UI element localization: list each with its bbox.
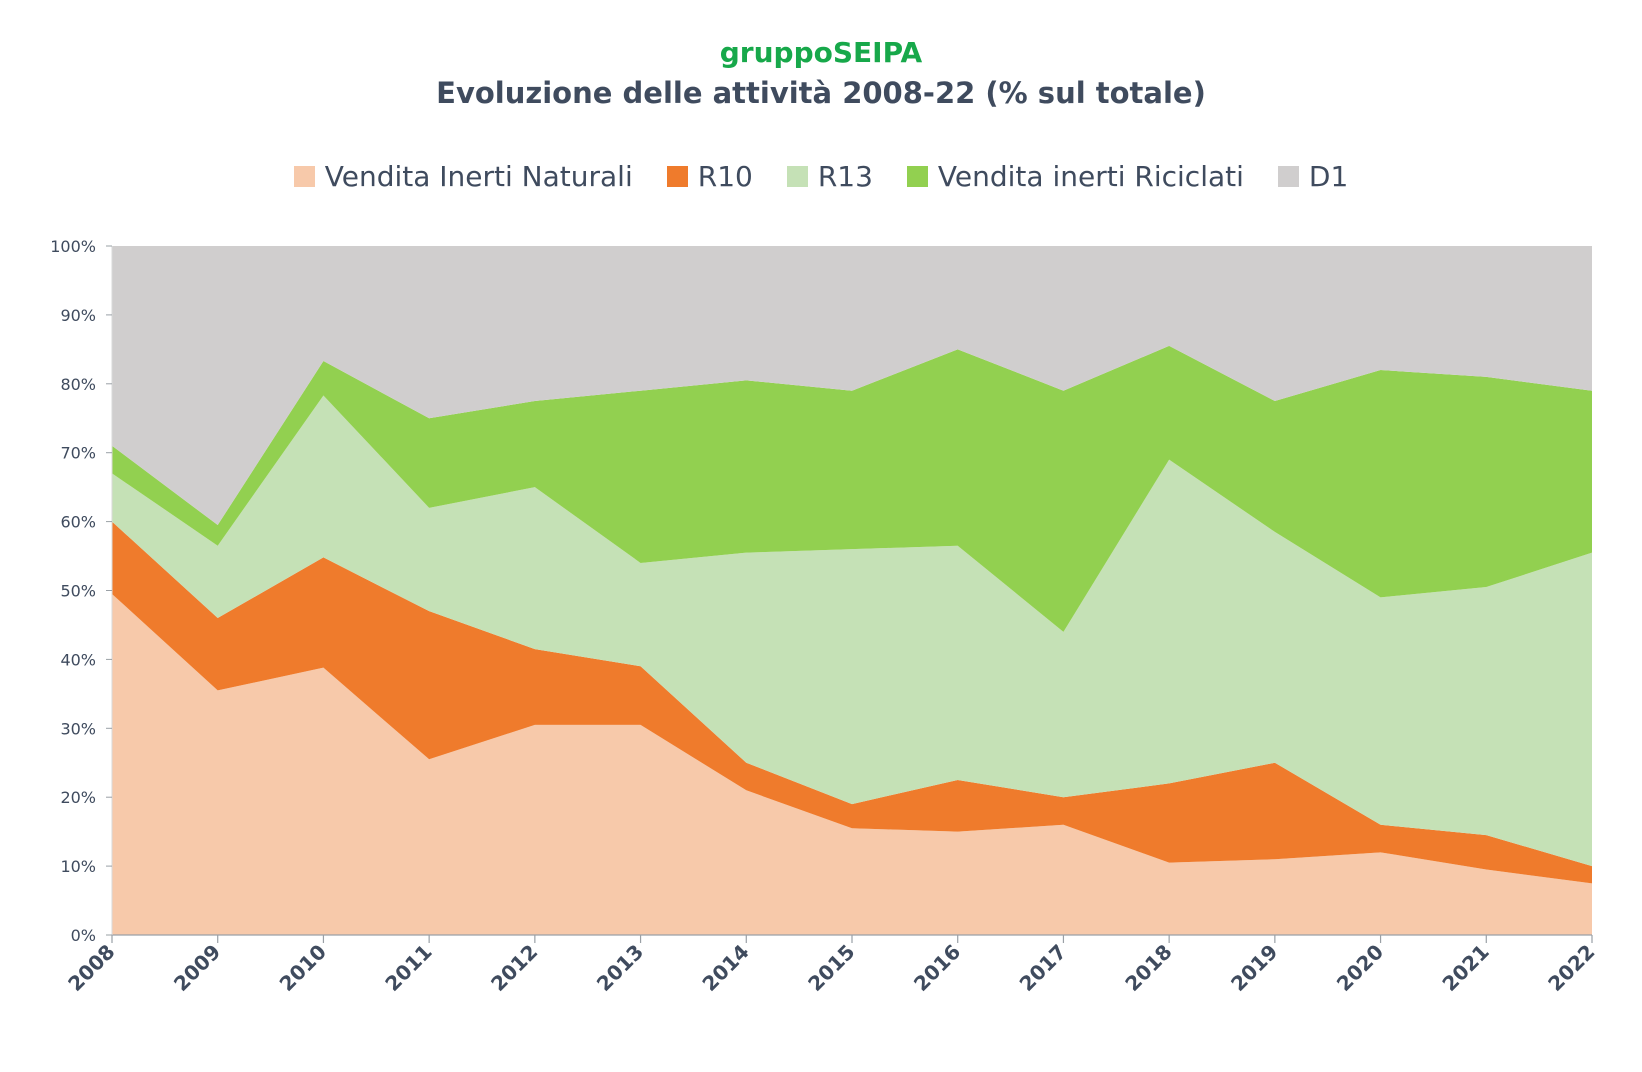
x-tick-label: 2008 xyxy=(63,940,119,996)
chart-legend: Vendita Inerti Naturali R10 R13 Vendita ine… xyxy=(0,160,1642,193)
legend-item: R10 xyxy=(666,160,753,193)
x-tick-label: 2020 xyxy=(1332,940,1388,996)
legend-swatch xyxy=(666,166,688,187)
y-tick-label: 100% xyxy=(50,237,96,256)
y-tick-label: 90% xyxy=(60,306,96,325)
area-series xyxy=(112,593,1592,935)
legend-swatch xyxy=(906,166,928,187)
x-tick-label: 2014 xyxy=(697,940,753,996)
x-tick-label: 2009 xyxy=(169,940,225,996)
legend-item: Vendita Inerti Naturali xyxy=(293,160,633,193)
legend-label: Vendita Inerti Naturali xyxy=(324,160,633,193)
legend-item: Vendita inerti Riciclati xyxy=(906,160,1244,193)
y-tick-label: 40% xyxy=(60,650,96,669)
area-series xyxy=(112,246,1592,526)
x-tick-label: 2011 xyxy=(380,940,436,996)
chart-title: Evoluzione delle attività 2008-22 (% sul… xyxy=(436,76,1206,110)
area-series xyxy=(112,395,1592,867)
y-tick-label: 80% xyxy=(60,375,96,394)
x-tick-label: 2018 xyxy=(1120,940,1176,996)
y-tick-label: 0% xyxy=(71,926,96,945)
y-tick-label: 20% xyxy=(60,788,96,807)
legend-swatch xyxy=(786,166,808,187)
y-tick-label: 60% xyxy=(60,513,96,532)
legend-label: D1 xyxy=(1308,160,1349,193)
x-tick-label: 2015 xyxy=(803,940,859,996)
y-tick-label: 50% xyxy=(60,582,96,601)
area-layer xyxy=(112,246,1592,935)
x-tick-label: 2019 xyxy=(1226,940,1282,996)
x-tick-label: 2012 xyxy=(486,940,542,996)
brand-title: gruppoSEIPA xyxy=(719,36,923,69)
x-tick-label: 2017 xyxy=(1015,940,1071,996)
legend-label: R10 xyxy=(697,160,753,193)
y-tick-label: 10% xyxy=(60,857,96,876)
area-series xyxy=(112,521,1592,884)
x-tick-label: 2010 xyxy=(275,940,331,996)
x-tick-label: 2016 xyxy=(909,940,965,996)
x-tick-label: 2021 xyxy=(1437,940,1493,996)
y-tick-label: 70% xyxy=(60,444,96,463)
x-tick-label: 2013 xyxy=(592,940,648,996)
y-tick-label: 30% xyxy=(60,719,96,738)
legend-label: Vendita inerti Riciclati xyxy=(937,160,1244,193)
area-series xyxy=(112,345,1592,632)
legend-label: R13 xyxy=(817,160,873,193)
legend-item: D1 xyxy=(1277,160,1349,193)
legend-swatch xyxy=(293,166,315,187)
x-tick-label: 2022 xyxy=(1543,940,1599,996)
legend-item: R13 xyxy=(786,160,873,193)
legend-swatch xyxy=(1277,166,1299,187)
